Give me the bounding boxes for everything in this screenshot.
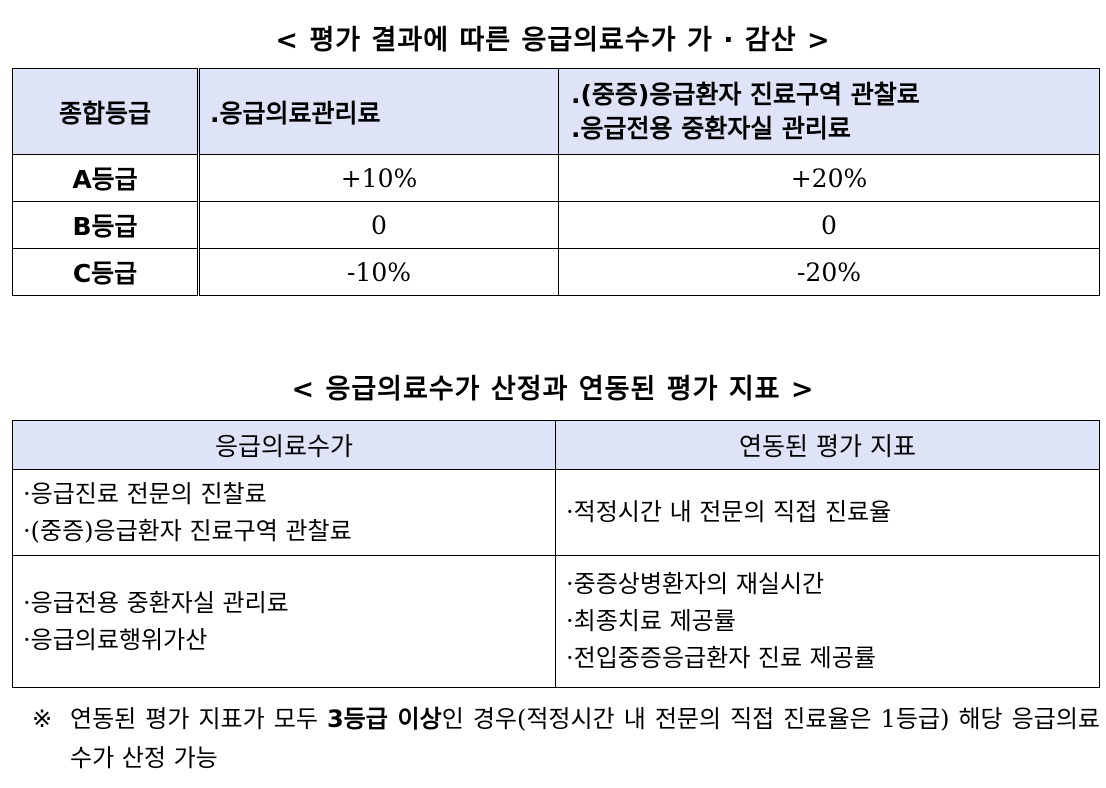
value-cell: -10% — [198, 248, 559, 296]
reference-mark: ※ — [32, 705, 53, 733]
header-icu-fee: .응급전용 중환자실 관리료 — [571, 113, 851, 143]
value-cell: +10% — [198, 154, 559, 202]
list-item: ·(중증)응급환자 진료구역 관찰료 — [23, 516, 352, 545]
grade-cell: C등급 — [12, 248, 200, 296]
table-header-row: 종합등급 .응급의료관리료 .(중증)응급환자 진료구역 관찰료 .응급전용 중… — [12, 68, 1100, 155]
table-row: A등급 +10% +20% — [12, 154, 1100, 202]
table-row: B등급 0 0 — [12, 201, 1100, 249]
header-observation-icu-fee: .(중증)응급환자 진료구역 관찰료 .응급전용 중환자실 관리료 — [558, 68, 1100, 155]
table-header-row: 응급의료수가 연동된 평가 지표 — [12, 420, 1100, 470]
grade-cell: A등급 — [12, 154, 200, 202]
table-row: ·응급진료 전문의 진찰료 ·(중증)응급환자 진료구역 관찰료 ·적정시간 내… — [12, 469, 1100, 556]
fee-cell: ·응급진료 전문의 진찰료 ·(중증)응급환자 진료구역 관찰료 — [12, 469, 556, 556]
title-fee-adjustment: < 평가 결과에 따른 응급의료수가 가 · 감산 > — [275, 25, 831, 56]
value-cell: +20% — [558, 154, 1100, 202]
footnote-post: 인 경우(적정시간 내 전문의 직접 진료율은 1등급) 해당 응급의료수가 산… — [70, 705, 1100, 772]
footnote-pre: 연동된 평가 지표가 모두 — [70, 705, 327, 733]
value-cell: 0 — [198, 201, 559, 249]
list-item: ·중증상병환자의 재실시간 — [566, 570, 825, 598]
fee-cell: ·응급전용 중환자실 관리료 ·응급의료행위가산 — [12, 555, 556, 688]
list-item: ·응급진료 전문의 진찰료 — [23, 479, 267, 508]
table-row: ·응급전용 중환자실 관리료 ·응급의료행위가산 ·중증상병환자의 재실시간 ·… — [12, 555, 1100, 688]
footnote-bold: 3등급 이상 — [326, 705, 442, 733]
fee-adjustment-table: 종합등급 .응급의료관리료 .(중증)응급환자 진료구역 관찰료 .응급전용 중… — [12, 68, 1100, 296]
list-item: ·응급전용 중환자실 관리료 — [23, 588, 289, 617]
table-row: C등급 -10% -20% — [12, 248, 1100, 296]
title-linked-indicators: < 응급의료수가 산정과 연동된 평가 지표 > — [291, 374, 815, 405]
footnote: ※ 연동된 평가 지표가 모두 3등급 이상인 경우(적정시간 내 전문의 직접… — [32, 700, 1100, 778]
list-item: ·최종치료 제공률 — [566, 607, 736, 635]
header-overall-grade: 종합등급 — [12, 68, 200, 155]
list-item: ·전입중증응급환자 진료 제공률 — [566, 644, 876, 672]
list-item: ·적정시간 내 전문의 직접 진료율 — [566, 498, 892, 526]
header-indicator: 연동된 평가 지표 — [555, 420, 1100, 470]
linked-indicators-table: 응급의료수가 연동된 평가 지표 ·응급진료 전문의 진찰료 ·(중증)응급환자… — [12, 420, 1100, 688]
list-item: ·응급의료행위가산 — [23, 625, 208, 654]
footnote-text: 연동된 평가 지표가 모두 3등급 이상인 경우(적정시간 내 전문의 직접 진… — [70, 700, 1100, 778]
indicator-cell: ·적정시간 내 전문의 직접 진료율 — [555, 469, 1100, 556]
value-cell: 0 — [558, 201, 1100, 249]
value-cell: -20% — [558, 248, 1100, 296]
indicator-cell: ·중증상병환자의 재실시간 ·최종치료 제공률 ·전입중증응급환자 진료 제공률 — [555, 555, 1100, 688]
header-fee: 응급의료수가 — [12, 420, 556, 470]
grade-cell: B등급 — [12, 201, 200, 249]
header-emergency-management-fee: .응급의료관리료 — [198, 68, 559, 155]
header-observation-fee: .(중증)응급환자 진료구역 관찰료 — [571, 79, 920, 109]
